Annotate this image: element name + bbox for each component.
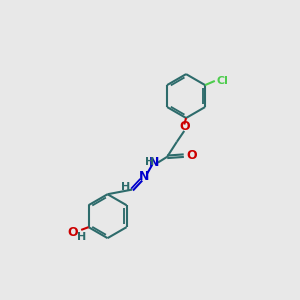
Text: H: H (121, 182, 130, 192)
Text: O: O (179, 120, 190, 133)
Text: N: N (139, 170, 149, 183)
Text: O: O (187, 149, 197, 162)
Text: Cl: Cl (216, 76, 228, 86)
Text: H: H (145, 157, 154, 167)
Text: N: N (149, 156, 159, 169)
Text: O: O (68, 226, 78, 239)
Text: H: H (77, 232, 86, 242)
